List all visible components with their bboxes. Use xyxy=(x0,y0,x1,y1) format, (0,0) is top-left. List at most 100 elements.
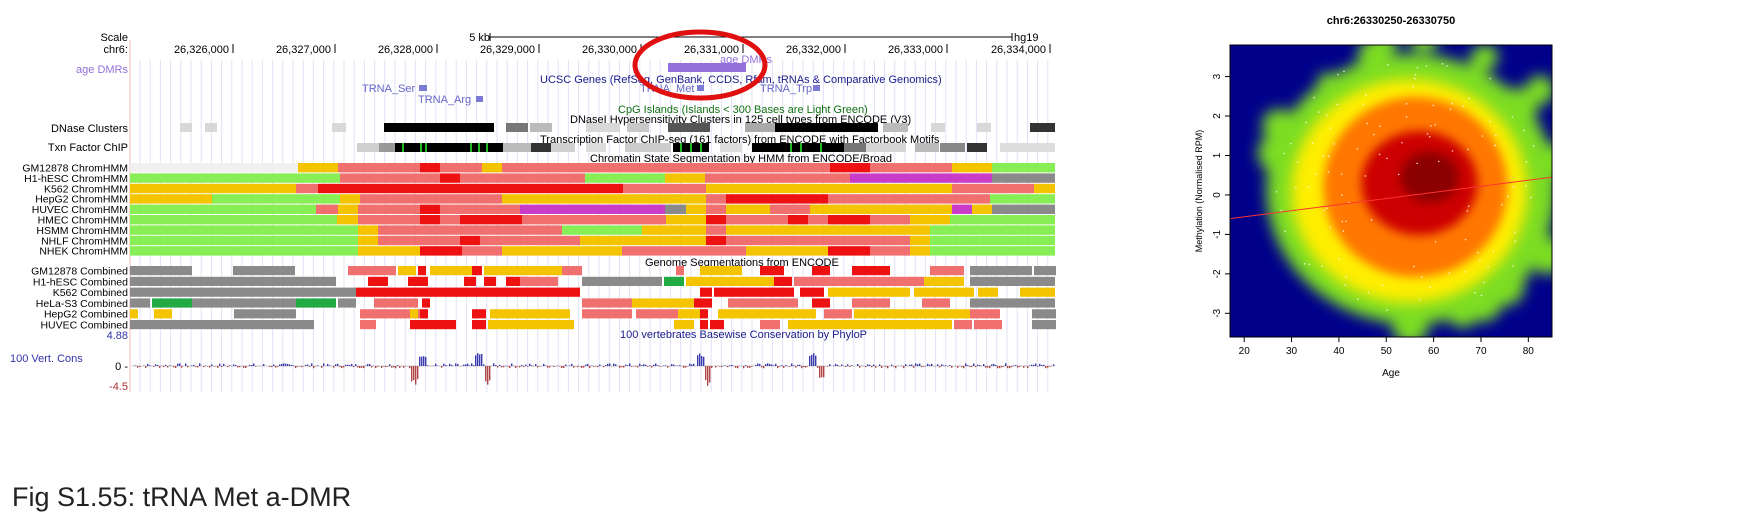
cons-bar xyxy=(165,364,167,366)
trna-arg-feature[interactable] xyxy=(476,96,483,102)
cons-track-title[interactable]: 100 vertebrates Basewise Conservation by… xyxy=(620,329,867,341)
cons-bar xyxy=(1043,364,1045,366)
cons-bar xyxy=(777,366,779,369)
cons-bar xyxy=(921,366,923,368)
cons-bar xyxy=(409,366,411,369)
y-tick-label: -2 xyxy=(1212,269,1223,278)
combined-segment xyxy=(338,298,356,308)
cons-bar xyxy=(1045,366,1047,369)
combined-segment xyxy=(718,309,816,319)
cons-bar xyxy=(779,366,781,367)
tfbs-block xyxy=(1000,143,1055,152)
cons-bar xyxy=(393,366,395,368)
data-point xyxy=(1370,219,1373,221)
chromhmm-segment xyxy=(318,183,623,194)
cons-bar xyxy=(217,366,219,368)
chromhmm-segment xyxy=(460,173,585,183)
data-point xyxy=(1357,298,1359,301)
dnase-track-label[interactable]: DNase Clusters xyxy=(51,123,129,135)
cons-bar xyxy=(375,366,377,368)
cons-bar xyxy=(837,364,839,366)
trna-ser-label[interactable]: TRNA_Ser xyxy=(362,83,416,95)
chromhmm-title[interactable]: Chromatin State Segmentation by HMM from… xyxy=(590,153,892,165)
data-point xyxy=(1530,196,1532,199)
cons-bar xyxy=(1023,366,1025,368)
data-point xyxy=(1318,111,1320,113)
ucsc-genes-title[interactable]: UCSC Genes (RefSeq, GenBank, CCDS, Rfam,… xyxy=(540,74,942,86)
cons-min-label: -4.5 xyxy=(109,381,128,393)
combined-segment xyxy=(694,298,712,308)
cons-bar xyxy=(329,365,331,366)
cons-bar xyxy=(301,366,303,368)
data-point xyxy=(1416,66,1419,69)
tfbs-motif-mark xyxy=(478,143,480,152)
data-point xyxy=(1321,265,1324,267)
tfbs-track-label[interactable]: Txn Factor ChIP xyxy=(48,142,128,154)
data-point xyxy=(1341,220,1344,223)
cons-bar xyxy=(655,363,657,366)
density-blob-low xyxy=(1262,108,1296,143)
cons-bar xyxy=(305,364,307,366)
trna-trp-label[interactable]: TRNA_Trp xyxy=(760,83,812,95)
chromhmm-segment xyxy=(482,163,502,173)
cons-bar xyxy=(197,366,199,368)
chromhmm-segment xyxy=(440,204,520,214)
tick-label: 26,332,000 xyxy=(786,44,841,56)
cons-bar xyxy=(621,366,623,368)
data-point xyxy=(1449,108,1452,111)
chromhmm-segment xyxy=(300,173,340,183)
cons-bar xyxy=(1053,364,1055,366)
chromhmm-segment xyxy=(582,163,624,173)
chromhmm-segment xyxy=(502,246,562,256)
cons-bar xyxy=(705,366,707,381)
coordinate-ticks: 26,326,000 26,327,000 26,328,000 26,329,000… xyxy=(174,44,1051,56)
age-dmrs-track-label[interactable]: age DMRs xyxy=(76,64,128,76)
cons-bar xyxy=(827,366,829,367)
cons-bar xyxy=(237,366,239,368)
cons-bar xyxy=(605,365,607,366)
data-point xyxy=(1462,105,1464,107)
cons-bar xyxy=(227,366,229,368)
density-blob-low xyxy=(1528,236,1552,275)
combined-title[interactable]: Genome Segmentations from ENCODE xyxy=(645,257,839,269)
combined-segment xyxy=(852,298,890,308)
cons-bar xyxy=(941,364,943,366)
density-core xyxy=(1399,151,1460,204)
chromhmm-segment xyxy=(828,246,870,256)
combined-segment xyxy=(700,266,742,276)
data-point xyxy=(1413,77,1416,80)
combined-segment xyxy=(854,309,970,319)
cons-bar xyxy=(243,366,245,368)
chromhmm-segment xyxy=(666,215,706,225)
cons-bar xyxy=(911,364,913,366)
trna-trp-feature[interactable] xyxy=(813,85,820,91)
age-dmr-feature[interactable] xyxy=(668,63,746,72)
data-point xyxy=(1416,162,1418,165)
cons-bar xyxy=(159,366,161,368)
cons-bar xyxy=(345,364,347,366)
data-point xyxy=(1329,127,1332,130)
combined-segment xyxy=(728,298,798,308)
cons-track-label[interactable]: 100 Vert. Cons xyxy=(10,353,83,365)
chromhmm-row-label: NHLF ChromHMM xyxy=(41,235,128,247)
cons-bar xyxy=(923,366,925,367)
cons-bar xyxy=(445,364,447,366)
cons-bar xyxy=(139,366,141,368)
cons-bar xyxy=(179,363,181,366)
cons-bar xyxy=(871,366,873,368)
trna-arg-label[interactable]: TRNA_Arg xyxy=(418,94,471,106)
cpg-islands-title[interactable]: CpG Islands (Islands < 300 Bases are Lig… xyxy=(618,104,868,116)
trend-line xyxy=(1230,176,1552,220)
trna-ser-feature[interactable] xyxy=(419,85,427,91)
data-point xyxy=(1336,103,1339,106)
data-point xyxy=(1405,116,1408,118)
data-point xyxy=(1494,144,1496,147)
cons-bar xyxy=(697,355,699,366)
combined-segment xyxy=(974,320,1002,330)
trna-met-feature[interactable] xyxy=(697,85,704,91)
combined-segment xyxy=(488,320,574,330)
cons-bar xyxy=(539,366,541,367)
cons-bar xyxy=(595,366,597,367)
chromhmm-segment xyxy=(460,235,480,246)
cons-bar xyxy=(255,366,257,367)
